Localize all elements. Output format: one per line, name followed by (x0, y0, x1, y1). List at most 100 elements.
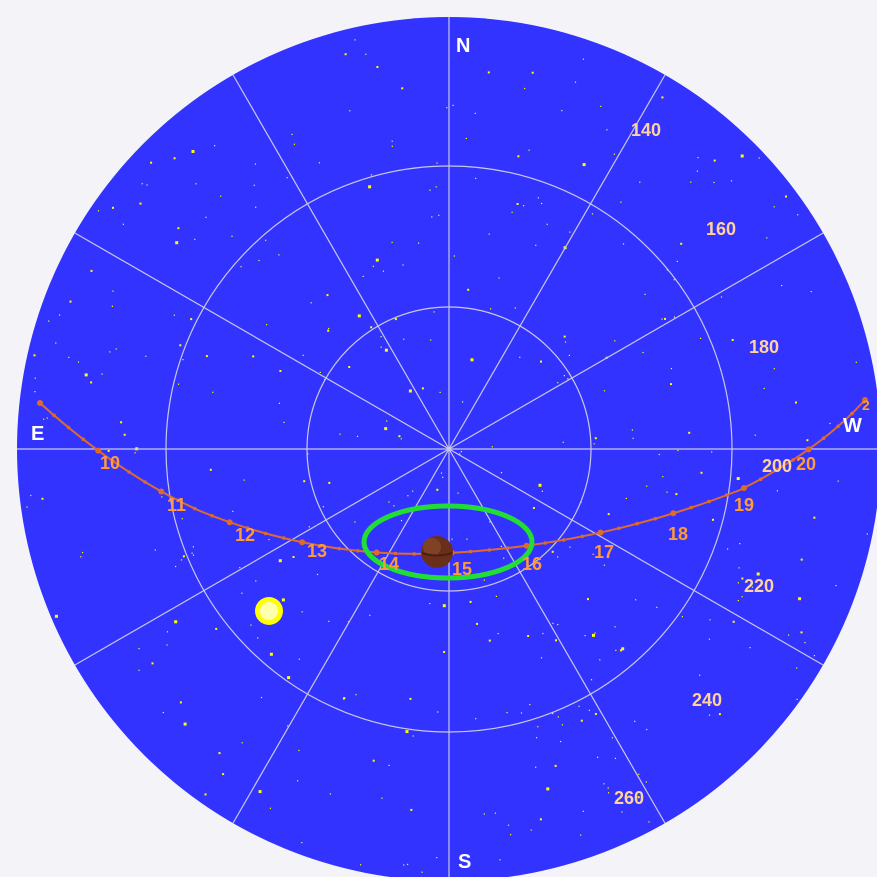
path-marker (299, 539, 306, 546)
star (260, 696, 263, 699)
path-marker (487, 548, 492, 552)
star (749, 647, 751, 649)
star (398, 435, 401, 438)
path-marker (836, 424, 840, 429)
star (837, 480, 839, 482)
star (578, 705, 580, 707)
star (499, 859, 501, 861)
star (673, 316, 676, 318)
star (541, 202, 543, 205)
star (546, 223, 548, 225)
path-marker (653, 516, 658, 521)
star (600, 105, 602, 107)
path-marker (707, 499, 711, 504)
star (732, 620, 735, 623)
star (429, 603, 431, 605)
star (453, 255, 455, 257)
star (594, 713, 597, 715)
star (329, 793, 331, 795)
star (360, 864, 362, 866)
star (328, 327, 330, 330)
star (380, 336, 382, 338)
path-marker (263, 531, 268, 536)
star (564, 341, 567, 343)
star (134, 452, 136, 454)
star (488, 639, 491, 642)
star (354, 521, 356, 523)
path-marker (393, 551, 398, 556)
star (494, 812, 496, 814)
star (459, 453, 461, 455)
star (179, 701, 182, 704)
star (829, 422, 831, 424)
star (59, 314, 61, 316)
star (123, 433, 126, 436)
star (557, 624, 559, 626)
star (776, 490, 778, 492)
path-label-16: 16 (522, 554, 542, 574)
star (611, 737, 613, 739)
star (781, 284, 783, 287)
path-marker (337, 546, 342, 551)
path-marker (356, 549, 360, 553)
star (632, 437, 634, 439)
star (400, 438, 402, 440)
path-marker (561, 538, 566, 542)
star (763, 387, 765, 390)
star (642, 351, 644, 354)
star (278, 559, 282, 563)
star (523, 205, 525, 207)
star (561, 110, 563, 112)
star (562, 441, 564, 443)
star (303, 480, 306, 483)
star (467, 288, 470, 291)
star (561, 724, 564, 726)
star-field (26, 39, 868, 873)
star (145, 355, 147, 357)
star (319, 371, 321, 373)
star (400, 520, 403, 522)
path-marker (597, 529, 604, 536)
star (436, 857, 438, 859)
star (738, 567, 740, 569)
star (806, 439, 809, 442)
compass-west: W (843, 415, 862, 437)
star (382, 270, 384, 272)
star (369, 614, 371, 616)
star (737, 600, 739, 602)
path-marker (758, 477, 763, 482)
star (866, 533, 868, 535)
star (109, 351, 111, 353)
star (292, 556, 295, 558)
star (205, 216, 207, 218)
star (727, 548, 729, 550)
star (788, 634, 790, 636)
path-marker (176, 498, 180, 503)
star (795, 401, 797, 404)
star (436, 162, 438, 164)
star (690, 181, 692, 183)
star (375, 258, 379, 262)
star (603, 783, 605, 785)
star (798, 597, 802, 601)
star (552, 622, 554, 624)
star (741, 596, 743, 598)
star (637, 796, 640, 799)
star (111, 305, 113, 307)
star (713, 159, 716, 162)
star (646, 485, 648, 487)
star (166, 644, 168, 646)
star (218, 752, 221, 755)
star (560, 740, 562, 743)
star (90, 269, 93, 272)
path-label-19: 19 (734, 495, 754, 515)
star (712, 518, 714, 521)
star (563, 375, 565, 377)
star (661, 318, 663, 320)
star (797, 214, 799, 216)
star (599, 659, 601, 661)
star (621, 647, 625, 651)
star (656, 606, 658, 608)
star (796, 667, 798, 669)
star (173, 157, 176, 160)
